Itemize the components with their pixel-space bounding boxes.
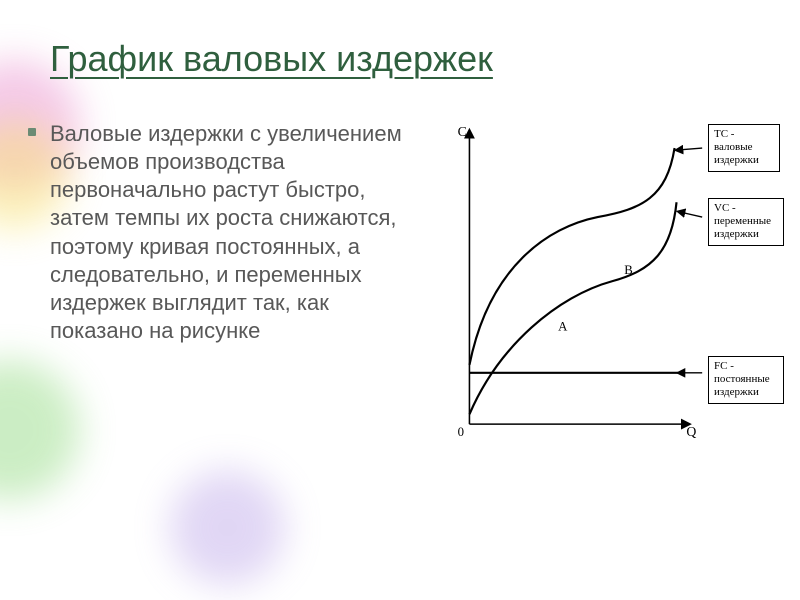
tc-pointer bbox=[679, 148, 703, 150]
origin-label: 0 bbox=[458, 425, 464, 439]
paragraph-text: Валовые издержки с увеличением объемов п… bbox=[50, 121, 402, 343]
y-axis-label: C bbox=[458, 124, 467, 139]
body-paragraph: Валовые издержки с увеличением объемов п… bbox=[50, 120, 420, 345]
bullet-icon bbox=[28, 128, 36, 136]
legend-vc: VC - переменные издержки bbox=[708, 198, 784, 246]
cost-curves-chart: C Q 0 A B ТС - валовые издержки VC - пер… bbox=[430, 116, 785, 466]
legend-tc: ТС - валовые издержки bbox=[708, 124, 780, 172]
legend-fc: FC - постоянные издержки bbox=[708, 356, 784, 404]
point-a-label: A bbox=[558, 319, 568, 333]
page-title: График валовых издержек bbox=[50, 38, 493, 80]
x-axis-label: Q bbox=[686, 424, 696, 439]
point-b-label: B bbox=[624, 263, 633, 277]
tc-curve bbox=[469, 148, 674, 365]
vc-curve bbox=[469, 202, 676, 414]
bg-blob-green bbox=[0, 360, 80, 500]
vc-pointer bbox=[680, 212, 702, 217]
bg-blob-purple bbox=[170, 470, 285, 585]
